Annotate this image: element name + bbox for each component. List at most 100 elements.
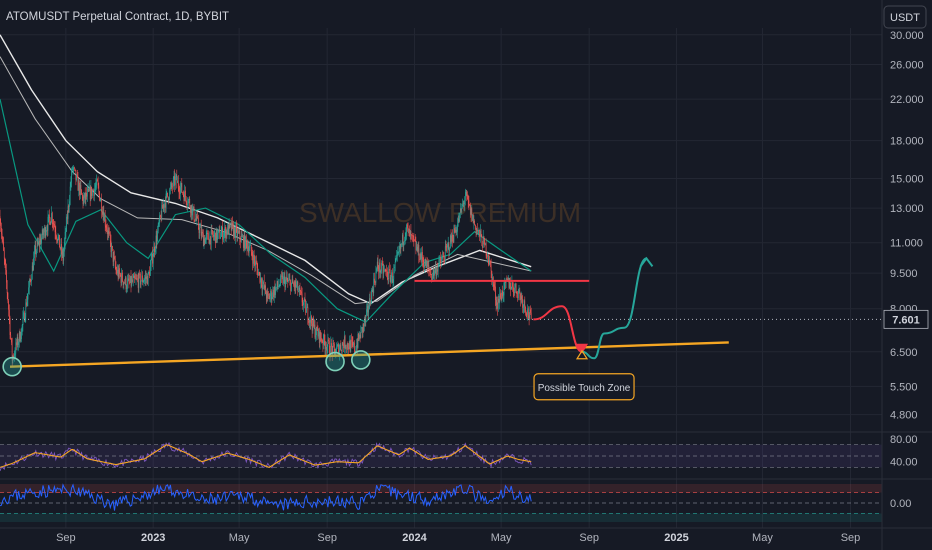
price-tick-label: 9.500 (890, 268, 918, 280)
candle-body (402, 234, 403, 244)
currency-button-frame[interactable] (883, 5, 927, 29)
candle (31, 274, 32, 287)
candle-body (106, 227, 107, 230)
candle-body (279, 284, 281, 286)
currency-button[interactable]: USDT (883, 5, 927, 29)
candle (377, 254, 379, 272)
candle-body (213, 234, 215, 237)
candle-body (222, 227, 223, 240)
candle (444, 239, 446, 265)
candle-body (344, 336, 345, 349)
candle-body (290, 280, 291, 291)
candlestick-series[interactable] (0, 165, 532, 368)
candle (29, 278, 30, 295)
candle-body (390, 277, 392, 282)
candle (36, 248, 37, 258)
candle-body (465, 191, 467, 196)
candle (72, 166, 74, 176)
candle-body (419, 258, 420, 260)
candle-body (117, 269, 119, 278)
candle (490, 260, 491, 268)
time-axis[interactable]: Sep 2023 May Sep 2024 May Sep 2025 May Sep (0, 527, 932, 544)
candle (18, 338, 19, 351)
candle (427, 260, 429, 268)
candle (189, 196, 191, 208)
candle-body (455, 229, 457, 233)
candle (220, 225, 222, 237)
candle-body (169, 189, 170, 199)
candle (325, 341, 327, 356)
candle (56, 238, 58, 244)
candle (327, 333, 329, 354)
candle-body (122, 281, 124, 285)
candle (364, 316, 365, 332)
candle (187, 198, 189, 208)
currency-button-label[interactable]: USDT (890, 12, 920, 24)
sma-slow-line (0, 34, 532, 305)
candle-body (417, 245, 419, 252)
candle-body (234, 227, 236, 238)
candle (42, 228, 44, 240)
candle (34, 240, 36, 255)
candle (77, 170, 78, 178)
candle-body (208, 233, 209, 240)
candle (361, 326, 362, 334)
candle-body (414, 240, 416, 242)
candle-body (410, 231, 412, 235)
candle-body (309, 319, 311, 323)
rsi-pane[interactable] (0, 431, 932, 472)
candle-body (34, 251, 35, 258)
candle (258, 268, 259, 276)
candle (251, 247, 253, 261)
price-tick-label: 4.800 (890, 410, 918, 422)
candle (482, 240, 483, 252)
candle-body (517, 292, 518, 299)
candle-body (166, 192, 168, 194)
candle-body (392, 279, 394, 283)
candle (181, 178, 183, 193)
candle (529, 306, 531, 321)
candle (114, 255, 116, 270)
candle-body (226, 230, 228, 235)
candle-body (500, 293, 501, 298)
candle (257, 262, 259, 278)
candle (56, 234, 57, 244)
candle-body (92, 189, 93, 196)
candle-body (469, 204, 470, 206)
candle-body (84, 193, 86, 200)
candle (301, 286, 302, 296)
candle-body (363, 324, 364, 326)
candle-body (250, 245, 252, 253)
candle (403, 241, 405, 252)
candle-body (124, 282, 125, 284)
candle-body (152, 256, 154, 264)
touch-zone-callout[interactable] (533, 373, 635, 401)
candle-body (298, 291, 299, 292)
candle (52, 219, 54, 232)
candle-body (245, 236, 246, 249)
candle (74, 166, 75, 172)
candle-body (151, 253, 153, 260)
candle-body (264, 285, 266, 289)
candle (296, 281, 298, 291)
candle-body (427, 262, 428, 267)
candle-body (247, 246, 249, 250)
candle-body (273, 286, 275, 297)
candle-body (335, 352, 337, 356)
candle-body (119, 268, 120, 274)
candle (407, 222, 409, 237)
candle-body (303, 302, 304, 306)
candle-body (62, 251, 64, 261)
candle (288, 273, 289, 283)
candle (196, 211, 198, 226)
candle-body (339, 345, 341, 350)
price-axis[interactable]: 30.00026.00022.00018.00015.00013.00011.0… (881, 0, 929, 550)
support-trendline[interactable] (9, 341, 729, 368)
candle-body (394, 262, 396, 268)
candle (17, 332, 19, 348)
oscillator-pane[interactable] (0, 478, 932, 522)
candle-body (155, 235, 157, 249)
candle (18, 330, 20, 348)
candle (230, 222, 231, 228)
